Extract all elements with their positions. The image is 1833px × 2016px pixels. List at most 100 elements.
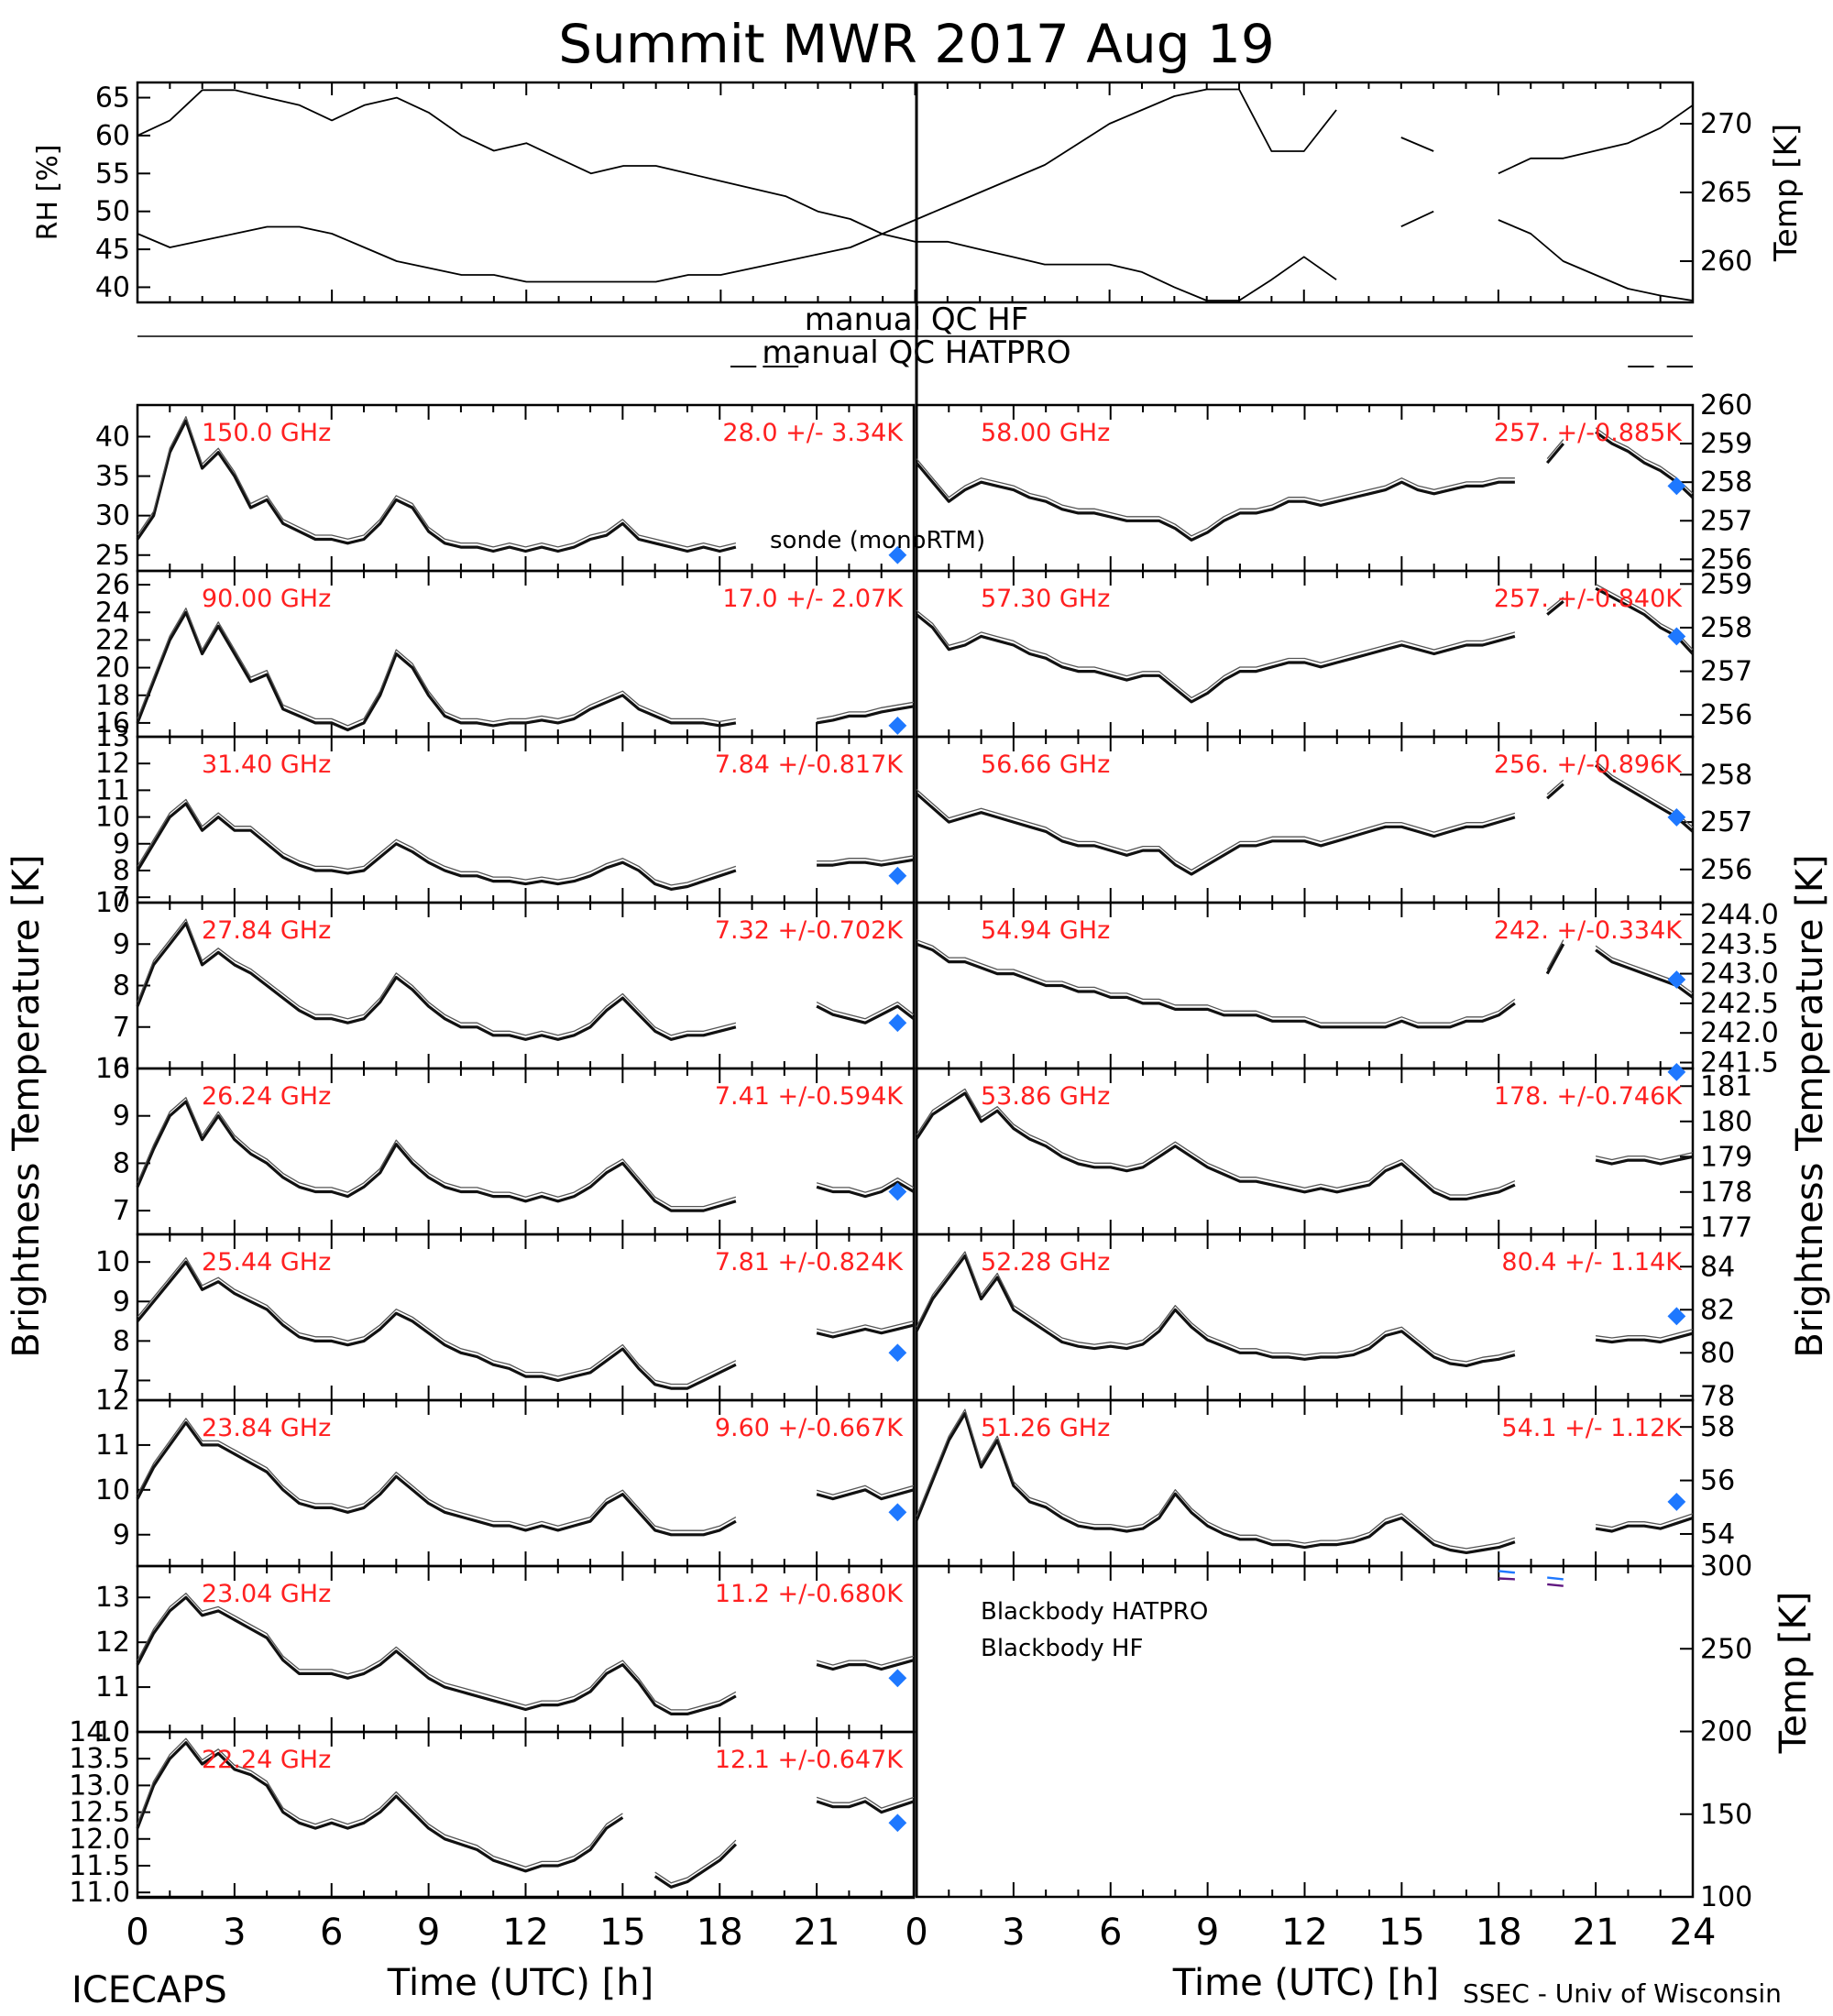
qc-hf-label: manual QC HF bbox=[805, 301, 1029, 338]
temp-series bbox=[137, 88, 1694, 301]
bt-ytick-label: 10 bbox=[95, 1246, 130, 1278]
bt-ytick-label: 13 bbox=[95, 1582, 130, 1614]
met-panel: 40 45 50 55 60 65 260 265 270 RH [%] Temp [K] bbox=[32, 81, 1805, 1897]
stat-label: 178. +/-0.746K bbox=[1494, 1082, 1683, 1111]
sonde-marker bbox=[1667, 627, 1686, 646]
sonde-marker bbox=[1667, 1307, 1686, 1326]
bt-series-spread bbox=[137, 1418, 915, 1531]
bt-series-spread bbox=[916, 1408, 1694, 1550]
temp-ytick-label: 265 bbox=[1700, 177, 1752, 209]
bt-ytick-label: 9 bbox=[113, 1519, 130, 1551]
sonde-marker bbox=[888, 717, 907, 735]
time-axes: 0 3 6 9 12 15 18 21 0 3 6 9 12 15 18 21 24 bbox=[126, 1912, 1716, 1954]
bt-ytick-label: 11 bbox=[95, 1671, 130, 1704]
rh-series bbox=[137, 89, 1694, 301]
bt-series bbox=[136, 1260, 915, 1390]
temp-ytick-label: 260 bbox=[1700, 246, 1752, 278]
rh-axis-label: RH [%] bbox=[32, 145, 64, 241]
bt-ytick-label: 80 bbox=[1700, 1337, 1735, 1369]
bt-ytick-label: 8 bbox=[113, 970, 130, 1003]
footer-left: ICECAPS bbox=[71, 1969, 227, 2011]
freq-label: 31.40 GHz bbox=[202, 751, 331, 779]
brightness-panels: 25 30 35 40 150.0 GHz 28.0 +/- 3.34K sonde (mo… bbox=[69, 389, 1779, 1909]
sonde-marker bbox=[888, 1182, 907, 1201]
sonde-marker bbox=[888, 866, 907, 885]
bt-series bbox=[136, 802, 915, 891]
bt-ytick-label: 12 bbox=[95, 748, 130, 780]
bt-ytick-label: 257 bbox=[1700, 806, 1752, 838]
sonde-marker bbox=[888, 1343, 907, 1363]
sonde-marker bbox=[888, 1813, 907, 1833]
bt-series bbox=[915, 1091, 1694, 1201]
freq-label: 22.24 GHz bbox=[202, 1746, 331, 1774]
bt-ytick-label: 6 bbox=[113, 1053, 130, 1085]
sonde-marker bbox=[888, 1669, 907, 1688]
bt-ytick-label: 10 bbox=[95, 802, 130, 834]
stat-label: 17.0 +/- 2.07K bbox=[722, 585, 904, 613]
bt-ytick-label: 84 bbox=[1700, 1251, 1735, 1283]
bt-ytick-label: 13 bbox=[95, 721, 130, 753]
bt-series-spread bbox=[137, 1097, 915, 1208]
bt-ytick-label: 25 bbox=[95, 540, 130, 572]
xtick-label-left: 0 bbox=[126, 1912, 148, 1954]
bt-ytick-label: 13.0 bbox=[69, 1769, 130, 1802]
bb-legend: Blackbody HATPRO bbox=[981, 1598, 1208, 1626]
xtick-label-right: 9 bbox=[1196, 1912, 1219, 1954]
bt-series bbox=[915, 1254, 1694, 1367]
bt-series-spread bbox=[137, 798, 915, 886]
bt-panel: 256 257 258 56.66 GHz 256. +/-0.896K bbox=[915, 735, 1752, 904]
rh-ytick-label: 40 bbox=[95, 271, 130, 303]
sonde-marker bbox=[1667, 970, 1686, 989]
bt-panel: 10 11 12 13 23.04 GHz 11.2 +/-0.680K bbox=[95, 1564, 916, 1748]
bt-panel: 9 10 11 12 23.84 GHz 9.60 +/-0.667K bbox=[95, 1385, 916, 1568]
bt-series-spread bbox=[137, 1593, 915, 1711]
xtick-label-right: 6 bbox=[1099, 1912, 1122, 1954]
rh-ytick-label: 65 bbox=[95, 82, 130, 115]
bt-ytick-label: 16 bbox=[95, 707, 130, 740]
bt-ytick-label: 7 bbox=[113, 1364, 130, 1397]
bt-ytick-label: 177 bbox=[1700, 1211, 1752, 1244]
sonde-marker bbox=[1667, 808, 1686, 827]
bt-ytick-label: 9 bbox=[113, 1286, 130, 1318]
bt-ytick-label: 54 bbox=[1700, 1518, 1735, 1550]
bb-legend: Blackbody HF bbox=[981, 1635, 1143, 1662]
stat-label: 7.84 +/-0.817K bbox=[715, 751, 904, 779]
bt-ytick-label: 7 bbox=[113, 1012, 130, 1044]
ylabel-left: Brightness Temperature [K] bbox=[5, 854, 48, 1357]
bt-ytick-label: 10 bbox=[95, 1474, 130, 1507]
bt-ytick-label: 56 bbox=[1700, 1465, 1735, 1497]
stat-label: 80.4 +/- 1.14K bbox=[1501, 1248, 1683, 1276]
bt-ytick-label: 11.0 bbox=[69, 1877, 130, 1909]
stat-label: 28.0 +/- 3.34K bbox=[722, 419, 904, 447]
bt-ytick-label: 178 bbox=[1700, 1177, 1752, 1209]
bt-ytick-label: 20 bbox=[95, 652, 130, 685]
freq-label: 52.28 GHz bbox=[981, 1248, 1110, 1276]
bt-ytick-label: 30 bbox=[95, 500, 130, 532]
bt-ytick-label: 258 bbox=[1700, 759, 1752, 791]
xtick-label-right: 21 bbox=[1573, 1912, 1619, 1954]
freq-label: 26.24 GHz bbox=[202, 1082, 331, 1111]
bt-series-spread bbox=[916, 1088, 1694, 1196]
bt-ytick-label: 242.0 bbox=[1700, 1017, 1779, 1049]
bt-ytick-label: 35 bbox=[95, 461, 130, 493]
bt-ytick-label: 256 bbox=[1700, 699, 1752, 731]
bt-ytick-label: 78 bbox=[1700, 1380, 1735, 1412]
xtick-label-left: 21 bbox=[794, 1912, 840, 1954]
bt-series bbox=[915, 1412, 1694, 1554]
bt-ytick-label: 7 bbox=[113, 882, 130, 914]
freq-label: 58.00 GHz bbox=[981, 419, 1110, 447]
chart-title: Summit MWR 2017 Aug 19 bbox=[558, 13, 1275, 75]
bt-panel: 78 80 82 84 52.28 GHz 80.4 +/- 1.14K bbox=[915, 1233, 1735, 1412]
bt-ytick-label: 82 bbox=[1700, 1294, 1735, 1326]
bt-ytick-label: 22 bbox=[95, 624, 130, 656]
bt-panel: 11.011.512.012.513.013.514.0 22.24 GHz 12.… bbox=[69, 1716, 916, 1909]
bt-ytick-label: 256 bbox=[1700, 543, 1752, 575]
sonde-legend: sonde (monoRTM) bbox=[770, 527, 985, 554]
stat-label: 12.1 +/-0.647K bbox=[715, 1746, 904, 1774]
bt-panel: 25 30 35 40 150.0 GHz 28.0 +/- 3.34K sonde (mo… bbox=[95, 403, 985, 573]
bt-series-spread bbox=[137, 608, 915, 727]
bt-ytick-label: 40 bbox=[95, 421, 130, 453]
rh-ytick-label: 45 bbox=[95, 234, 130, 266]
